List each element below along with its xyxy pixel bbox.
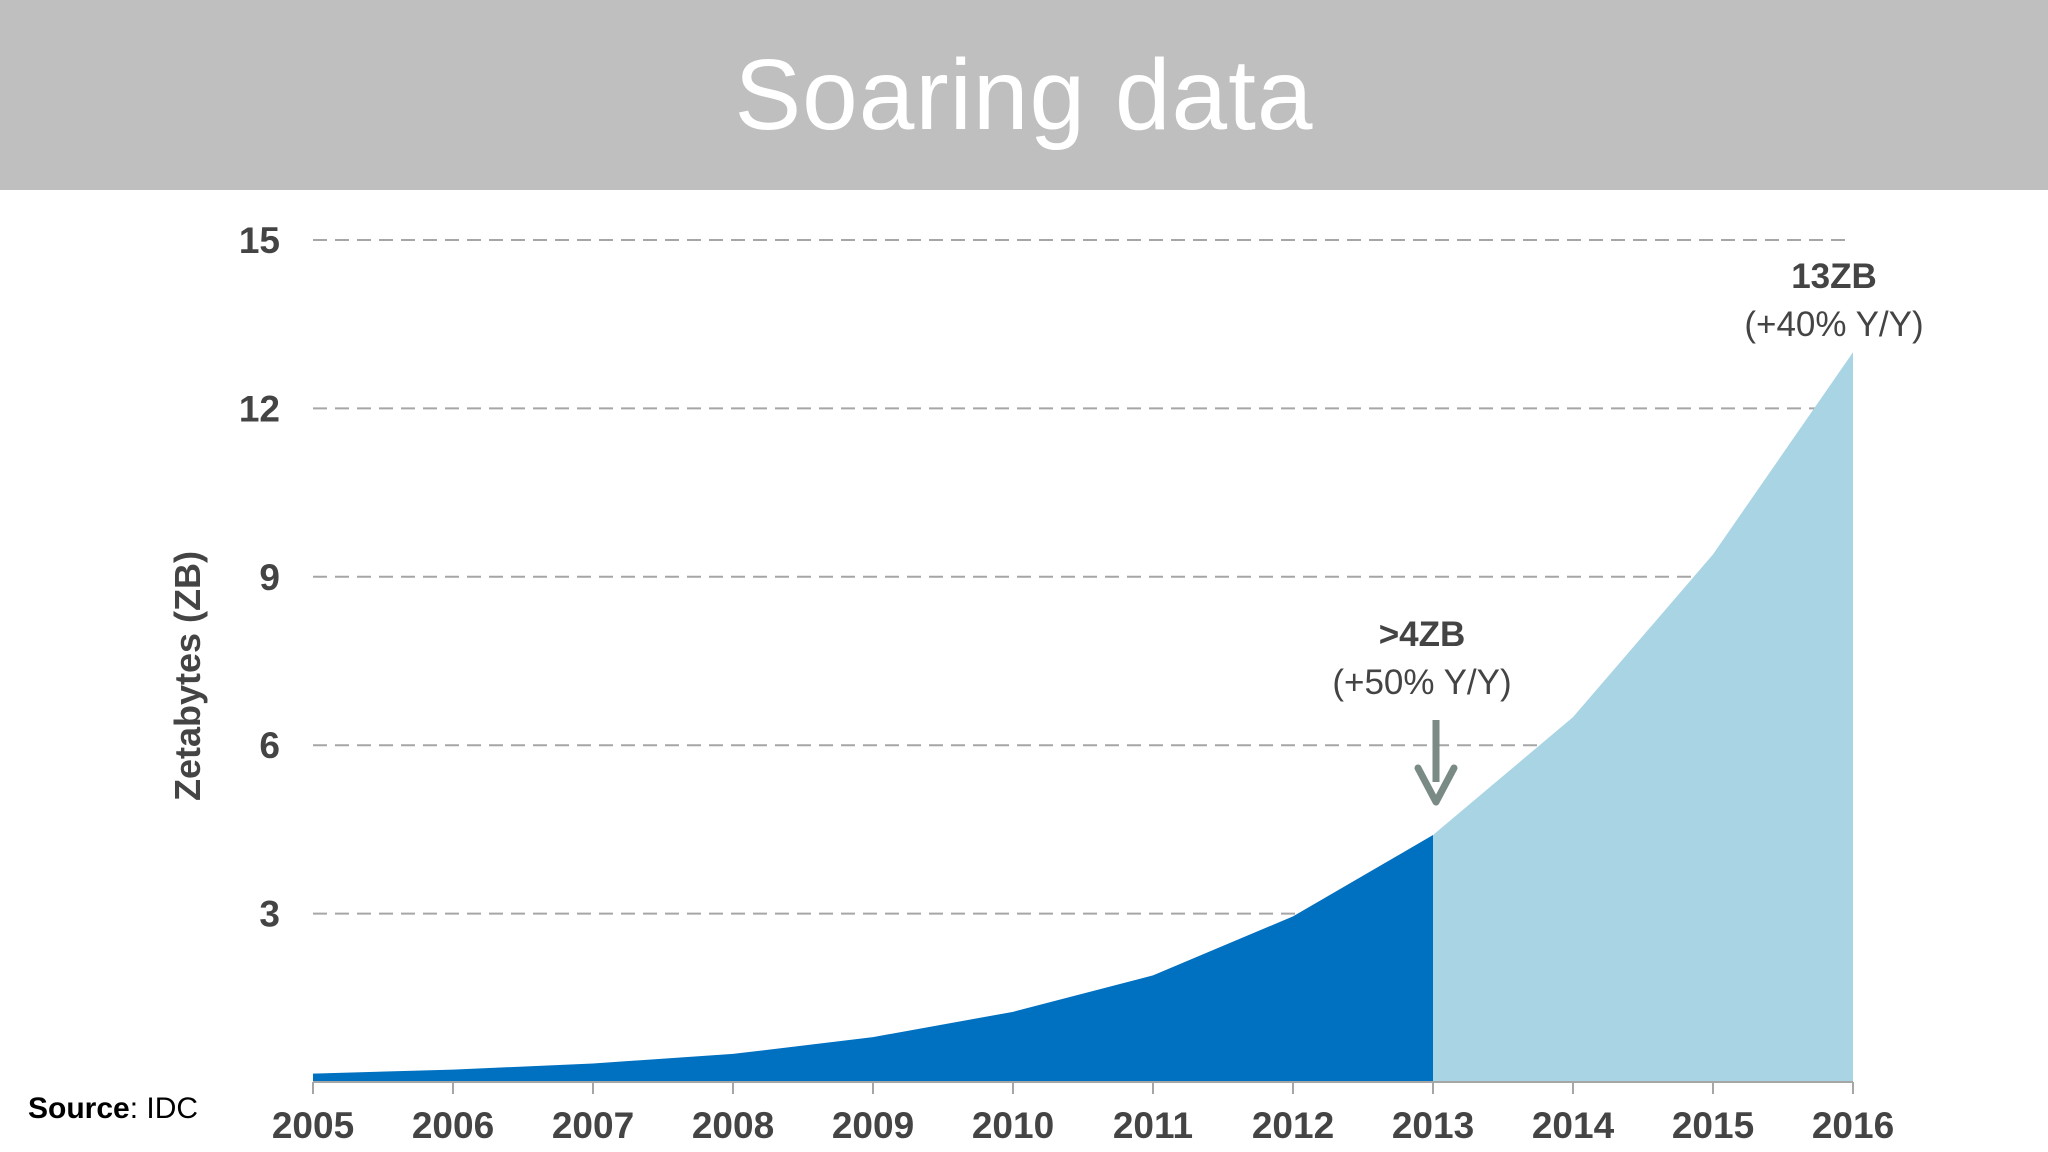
- y-tick-label: 6: [259, 725, 280, 766]
- y-tick-label: 12: [239, 388, 280, 429]
- annotation-value: 13ZB: [1791, 257, 1877, 296]
- x-tick-label: 2008: [692, 1105, 774, 1146]
- x-tick-label: 2006: [412, 1105, 494, 1146]
- x-tick-label: 2005: [272, 1105, 354, 1146]
- x-tick-label: 2014: [1532, 1105, 1615, 1146]
- annotation-value: >4ZB: [1379, 615, 1466, 654]
- source-note: Source: IDC: [28, 1092, 198, 1126]
- source-value: : IDC: [129, 1092, 199, 1125]
- annotations: >4ZB (+50% Y/Y) 13ZB (+40% Y/Y): [1332, 257, 1924, 806]
- x-tick-label: 2013: [1392, 1105, 1474, 1146]
- x-tick-label: 2009: [832, 1105, 914, 1146]
- y-axis-title: Zetabytes (ZB): [167, 551, 208, 801]
- area-series: [313, 352, 1853, 1082]
- y-tick-label: 15: [239, 220, 280, 261]
- y-axis: 3 6 9 12 15: [239, 220, 280, 935]
- x-axis: 2005 2006 2007 2008 2009 2010 2011 2012 2013 2014…: [272, 1081, 1894, 1146]
- page-title: Soaring data: [734, 38, 1314, 151]
- annotation-arrow-head: [1414, 764, 1458, 806]
- x-tick-label: 2016: [1812, 1105, 1894, 1146]
- area-projected: [1433, 352, 1853, 1082]
- x-tick-label: 2011: [1113, 1105, 1193, 1146]
- x-tick-label: 2010: [972, 1105, 1054, 1146]
- x-tick-label: 2012: [1252, 1105, 1334, 1146]
- y-tick-label: 9: [259, 557, 280, 598]
- annotation-growth: (+50% Y/Y): [1332, 663, 1511, 702]
- area-actual: [313, 835, 1433, 1082]
- annotation-growth: (+40% Y/Y): [1744, 305, 1923, 344]
- y-tick-label: 3: [259, 894, 280, 935]
- x-tick-label: 2015: [1672, 1105, 1754, 1146]
- x-tick-label: 2007: [552, 1105, 634, 1146]
- source-label: Source: [28, 1092, 130, 1125]
- title-bar: Soaring data: [0, 0, 2048, 190]
- area-chart: 2005 2006 2007 2008 2009 2010 2011 2012 2013 2014…: [167, 220, 1924, 1146]
